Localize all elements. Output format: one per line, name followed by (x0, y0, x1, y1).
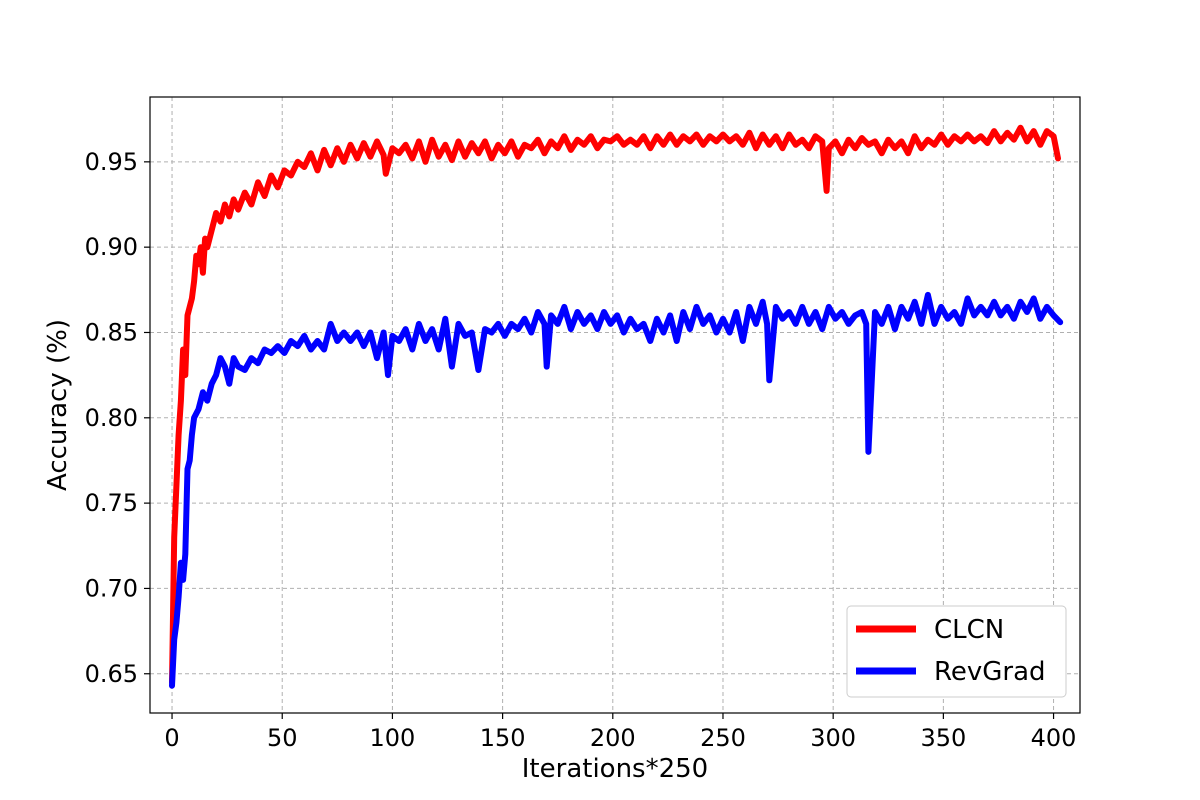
legend: CLCN RevGrad (846, 605, 1067, 698)
series-lines (169, 124, 1064, 689)
x-axis-title: Iterations*250 (522, 754, 708, 784)
x-tick-label: 300 (810, 724, 856, 752)
y-tick-label: 0.85 (85, 318, 138, 346)
x-tick-label: 100 (370, 724, 416, 752)
series-line-revgrad (169, 291, 1064, 689)
y-tick-label: 0.95 (85, 148, 138, 176)
x-tick-label: 0 (164, 724, 179, 752)
x-tick-label: 150 (480, 724, 526, 752)
y-axis-title: Accuracy (%) (43, 319, 73, 491)
series-line-clcn (169, 124, 1061, 686)
axis-ticks: 0 50 100 150 200 250 300 350 400 0.65 0.70 0.75 0.80… (85, 148, 1077, 752)
x-tick-label: 400 (1031, 724, 1077, 752)
plot-frame (149, 96, 1081, 714)
y-tick-label: 0.80 (85, 404, 138, 432)
y-tick-label: 0.70 (85, 574, 138, 602)
y-tick-label: 0.90 (85, 233, 138, 261)
x-tick-label: 50 (267, 724, 298, 752)
legend-label-revgrad: RevGrad (934, 657, 1046, 687)
x-tick-label: 200 (590, 724, 636, 752)
x-tick-label: 250 (700, 724, 746, 752)
y-tick-label: 0.65 (85, 660, 138, 688)
y-tick-label: 0.75 (85, 489, 138, 517)
x-tick-label: 350 (920, 724, 966, 752)
legend-label-clcn: CLCN (934, 615, 1004, 645)
